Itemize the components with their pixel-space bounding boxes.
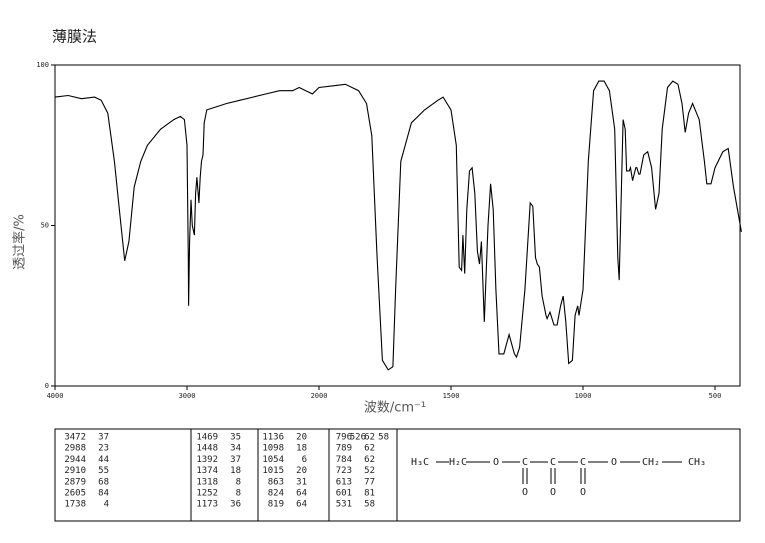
peak-transmittance: 31 xyxy=(296,477,307,487)
peak-transmittance: 18 xyxy=(230,466,241,476)
atom-label: C xyxy=(580,457,586,468)
atom-label: CH₂ xyxy=(642,457,660,468)
peak-wavenumber: 723 xyxy=(336,466,352,476)
spectrum-line xyxy=(54,80,742,371)
peak-transmittance: 35 xyxy=(230,433,241,443)
x-tick-label: 1500 xyxy=(443,392,460,400)
peak-wavenumber: 863 xyxy=(268,477,284,487)
atom-label: O xyxy=(611,457,617,468)
peak-wavenumber: 1015 xyxy=(262,466,284,476)
carbonyl-oxygen: O xyxy=(522,487,528,498)
peak-transmittance: 52 xyxy=(364,466,375,476)
x-tick-label: 500 xyxy=(709,392,722,400)
peak-wavenumber: 1173 xyxy=(196,500,218,510)
atom-label: C xyxy=(522,457,528,468)
peak-wavenumber: 2605 xyxy=(64,489,86,499)
y-tick-label: 0 xyxy=(45,382,49,390)
peak-wavenumber: 1392 xyxy=(196,455,218,465)
y-tick-label: 50 xyxy=(41,222,49,230)
carbonyl-oxygen: O xyxy=(550,487,556,498)
structure: H₃C H₂C O C C C O CH₂ CH₃ O O O xyxy=(411,457,706,498)
atom-label: CH₃ xyxy=(688,457,706,468)
peak-transmittance: 58 xyxy=(364,500,375,510)
peak-wavenumber: 796 xyxy=(336,433,352,443)
peak-transmittance: 84 xyxy=(98,489,109,499)
atom-label: H₃C xyxy=(411,457,429,468)
peak-wavenumber: 1448 xyxy=(196,444,218,454)
peak-wavenumber: 2879 xyxy=(64,477,86,487)
peak-transmittance: 20 xyxy=(296,433,307,443)
peak-wavenumber: 531 xyxy=(336,500,352,510)
peak-wavenumber: 2988 xyxy=(64,444,86,454)
x-tick-label: 2000 xyxy=(311,392,328,400)
peak-transmittance: 37 xyxy=(98,433,109,443)
peak-transmittance: 34 xyxy=(230,444,241,454)
peak-wavenumber: 1098 xyxy=(262,444,284,454)
peak-wavenumber: 601 xyxy=(336,489,352,499)
chart-title: 薄膜法 xyxy=(52,28,97,46)
peak-wavenumber: 3472 xyxy=(64,433,86,443)
peak-transmittance: 77 xyxy=(364,477,375,487)
peak-transmittance: 8 xyxy=(236,477,241,487)
carbonyl-oxygen: O xyxy=(580,487,586,498)
peak-transmittance: 55 xyxy=(98,466,109,476)
peak-wavenumber: 2910 xyxy=(64,466,86,476)
peak-transmittance: 64 xyxy=(296,489,307,499)
atom-label: O xyxy=(493,457,499,468)
peak-transmittance: 37 xyxy=(230,455,241,465)
peak-wavenumber: 2944 xyxy=(64,455,86,465)
x-axis-label: 波数/cm⁻¹ xyxy=(364,401,426,416)
peak-transmittance: 36 xyxy=(230,500,241,510)
peak-transmittance: 44 xyxy=(98,455,109,465)
peak-wavenumber: 1252 xyxy=(196,489,218,499)
peak-wavenumber: 613 xyxy=(336,477,352,487)
peak-transmittance: 81 xyxy=(364,489,375,499)
peak-transmittance: 6 xyxy=(302,455,307,465)
peak-wavenumber: 1054 xyxy=(262,455,284,465)
peak-wavenumber: 1738 xyxy=(64,500,86,510)
peak-transmittance: 18 xyxy=(296,444,307,454)
peak-wavenumber: 526 xyxy=(350,433,366,443)
peak-wavenumber: 784 xyxy=(336,455,352,465)
peak-wavenumber: 819 xyxy=(268,500,284,510)
peak-transmittance: 20 xyxy=(296,466,307,476)
peak-transmittance: 62 xyxy=(364,444,375,454)
peak-transmittance: 68 xyxy=(98,477,109,487)
peak-wavenumber: 824 xyxy=(268,489,284,499)
atom-label: H₂C xyxy=(449,457,467,468)
plot-frame xyxy=(54,64,741,387)
peak-transmittance: 4 xyxy=(104,500,109,510)
x-tick-label: 3000 xyxy=(179,392,196,400)
peak-transmittance: 58 xyxy=(378,433,389,443)
peak-transmittance: 23 xyxy=(98,444,109,454)
peak-transmittance: 64 xyxy=(296,500,307,510)
peak-wavenumber: 789 xyxy=(336,444,352,454)
peak-wavenumber: 1374 xyxy=(196,466,218,476)
peak-transmittance: 62 xyxy=(364,455,375,465)
atom-label: C xyxy=(550,457,556,468)
table-dividers xyxy=(190,429,398,521)
peak-transmittance: 8 xyxy=(236,489,241,499)
x-tick-label: 4000 xyxy=(47,392,64,400)
peak-wavenumber: 1318 xyxy=(196,477,218,487)
x-tick-label: 1000 xyxy=(575,392,592,400)
peak-transmittance: 62 xyxy=(364,433,375,443)
y-axis-label: 透过率/% xyxy=(12,214,28,270)
peak-wavenumber: 1469 xyxy=(196,433,218,443)
peak-wavenumber: 1136 xyxy=(262,433,284,443)
y-tick-label: 100 xyxy=(36,61,49,69)
